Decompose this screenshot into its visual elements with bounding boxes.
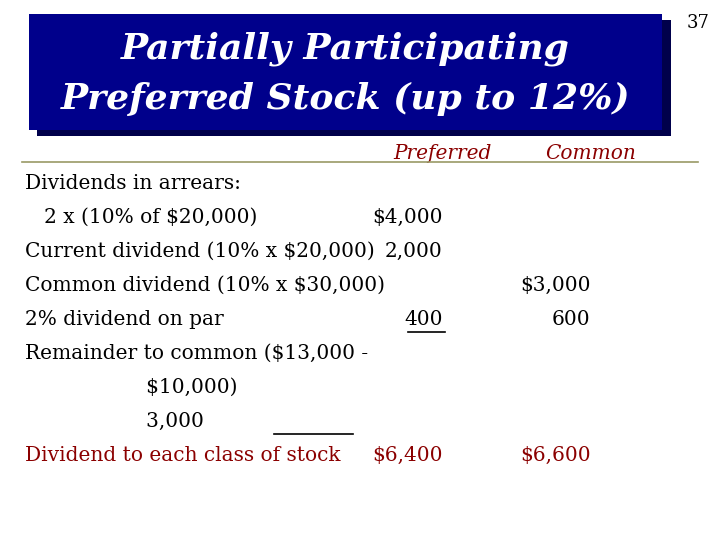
Text: Dividend to each class of stock: Dividend to each class of stock bbox=[25, 446, 341, 465]
Text: Common: Common bbox=[545, 144, 636, 164]
Text: $4,000: $4,000 bbox=[372, 208, 443, 227]
Text: 3,000: 3,000 bbox=[25, 412, 204, 431]
Text: $6,400: $6,400 bbox=[372, 446, 443, 465]
Text: 400: 400 bbox=[405, 310, 443, 329]
Text: 600: 600 bbox=[552, 310, 590, 329]
Text: Partially Participating: Partially Participating bbox=[121, 31, 570, 65]
Text: Current dividend (10% x $20,000): Current dividend (10% x $20,000) bbox=[25, 242, 375, 261]
Bar bbox=[29, 14, 662, 130]
Text: 2,000: 2,000 bbox=[385, 242, 443, 261]
Text: Preferred: Preferred bbox=[394, 144, 492, 164]
Text: 37: 37 bbox=[686, 14, 709, 31]
Bar bbox=[37, 20, 671, 136]
Text: $3,000: $3,000 bbox=[520, 276, 590, 295]
Text: 2% dividend on par: 2% dividend on par bbox=[25, 310, 224, 329]
Text: Preferred Stock (up to 12%): Preferred Stock (up to 12%) bbox=[60, 83, 631, 117]
Text: Remainder to common ($13,000 -: Remainder to common ($13,000 - bbox=[25, 344, 369, 363]
Text: $10,000): $10,000) bbox=[25, 378, 238, 397]
Text: Common dividend (10% x $30,000): Common dividend (10% x $30,000) bbox=[25, 276, 385, 295]
Text: 2 x (10% of $20,000): 2 x (10% of $20,000) bbox=[25, 208, 258, 227]
Text: Dividends in arrears:: Dividends in arrears: bbox=[25, 174, 241, 193]
Text: $6,600: $6,600 bbox=[520, 446, 590, 465]
